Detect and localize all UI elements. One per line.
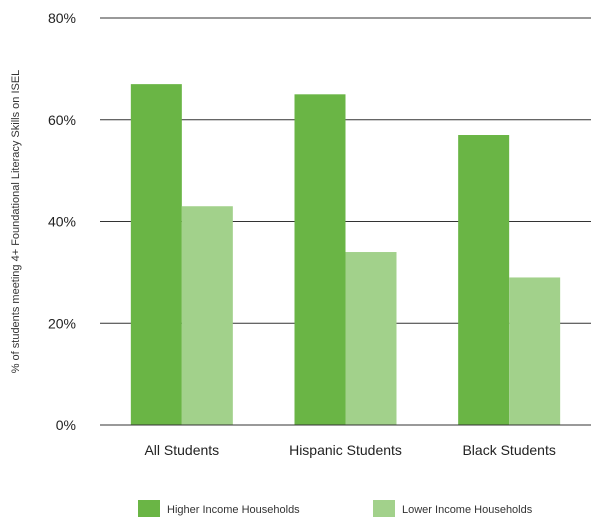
y-tick-label: 20% <box>48 315 76 331</box>
category-labels: All Students Hispanic Students Black Stude… <box>144 442 555 458</box>
bar <box>294 94 346 425</box>
legend-label: Higher Income Households <box>167 504 300 516</box>
bar <box>458 135 510 425</box>
y-axis-label: % of students meeting 4+ Foundational Li… <box>10 70 22 374</box>
category-label: All Students <box>144 442 219 458</box>
y-tick-label: 40% <box>48 214 76 230</box>
legend-swatch <box>138 500 160 517</box>
y-tick-labels: 0% 20% 40% 60% 80% <box>48 10 76 433</box>
legend-swatch <box>373 500 395 517</box>
bar <box>181 206 233 425</box>
category-label: Hispanic Students <box>289 442 402 458</box>
y-tick-label: 80% <box>48 10 76 26</box>
category-label: Black Students <box>462 442 555 458</box>
bars <box>100 84 591 426</box>
legend: Higher Income Households Lower Income Hou… <box>138 500 533 517</box>
legend-label: Lower Income Households <box>402 504 533 516</box>
y-tick-label: 60% <box>48 112 76 128</box>
y-tick-label: 0% <box>56 417 76 433</box>
bar <box>130 84 182 425</box>
bar <box>509 277 561 425</box>
bar <box>345 252 397 425</box>
